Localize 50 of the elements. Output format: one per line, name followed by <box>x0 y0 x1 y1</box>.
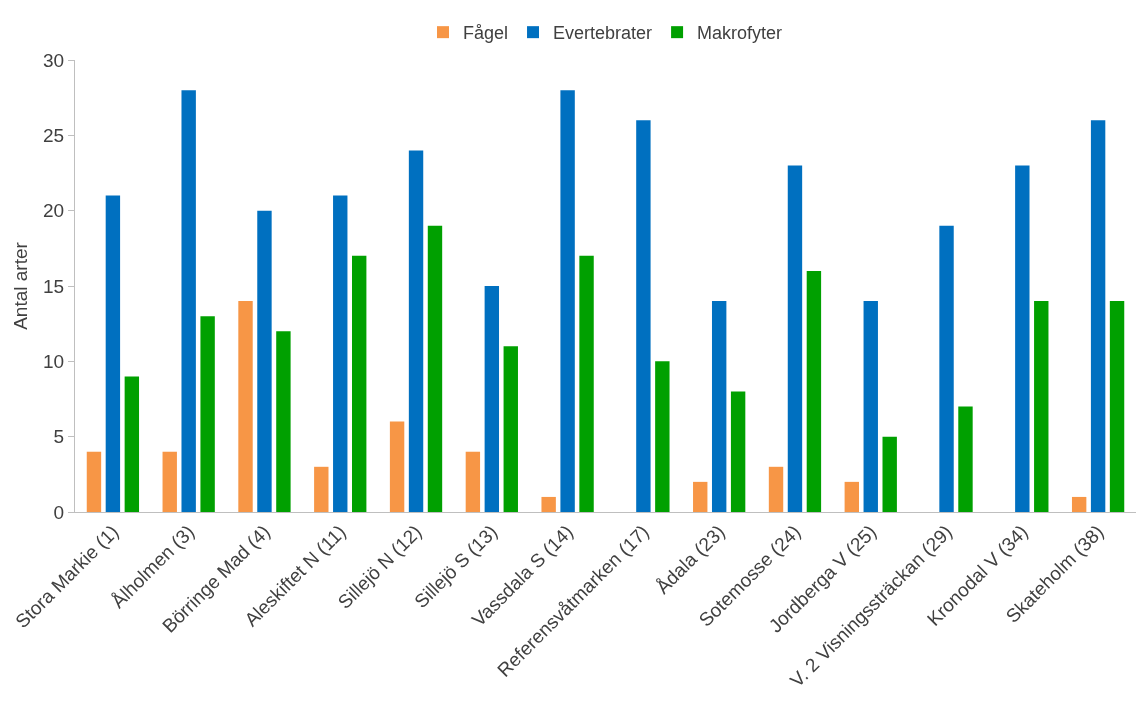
y-tick-label: 20 <box>43 200 65 222</box>
bar <box>1034 301 1049 512</box>
bar <box>124 376 140 512</box>
y-tick-label: 10 <box>43 350 65 372</box>
bar <box>200 316 215 512</box>
bar <box>787 165 803 512</box>
y-tick-label: 30 <box>43 49 65 71</box>
bar <box>238 301 253 512</box>
y-tick-label: 15 <box>43 275 65 297</box>
bar <box>1109 301 1125 512</box>
bar <box>541 496 556 512</box>
bar <box>806 270 822 512</box>
bar <box>579 255 594 512</box>
legend-label: Makrofyter <box>697 23 783 44</box>
bar <box>768 466 784 512</box>
bar <box>352 255 367 512</box>
bar <box>389 421 405 512</box>
y-tick-label: 0 <box>53 501 65 523</box>
bar <box>86 451 102 512</box>
bar <box>1015 165 1030 512</box>
bar <box>939 225 954 512</box>
legend-label: Fågel <box>463 23 509 44</box>
bar <box>181 90 196 512</box>
legend-label: Evertebrater <box>553 23 653 44</box>
bar <box>730 391 746 512</box>
bar <box>503 346 518 512</box>
bar <box>693 481 708 512</box>
y-tick-label: 25 <box>43 124 65 146</box>
y-tick-label: 5 <box>53 426 65 448</box>
bar <box>105 195 121 512</box>
bar <box>484 286 500 512</box>
bar <box>1090 120 1106 512</box>
bar <box>427 225 443 512</box>
bar <box>882 436 897 512</box>
bar <box>863 301 878 512</box>
bar <box>560 90 575 512</box>
y-axis-title: Antal arter <box>10 241 31 330</box>
bar <box>844 481 859 512</box>
bar <box>333 195 348 512</box>
bar <box>958 406 973 512</box>
bar <box>162 451 177 512</box>
bar <box>465 451 481 512</box>
bar <box>408 150 424 512</box>
bar <box>636 120 651 512</box>
bar <box>257 210 272 512</box>
bar <box>1071 496 1087 512</box>
bar <box>655 361 670 512</box>
bar <box>711 301 727 512</box>
bar <box>314 466 329 512</box>
bar <box>276 331 291 512</box>
